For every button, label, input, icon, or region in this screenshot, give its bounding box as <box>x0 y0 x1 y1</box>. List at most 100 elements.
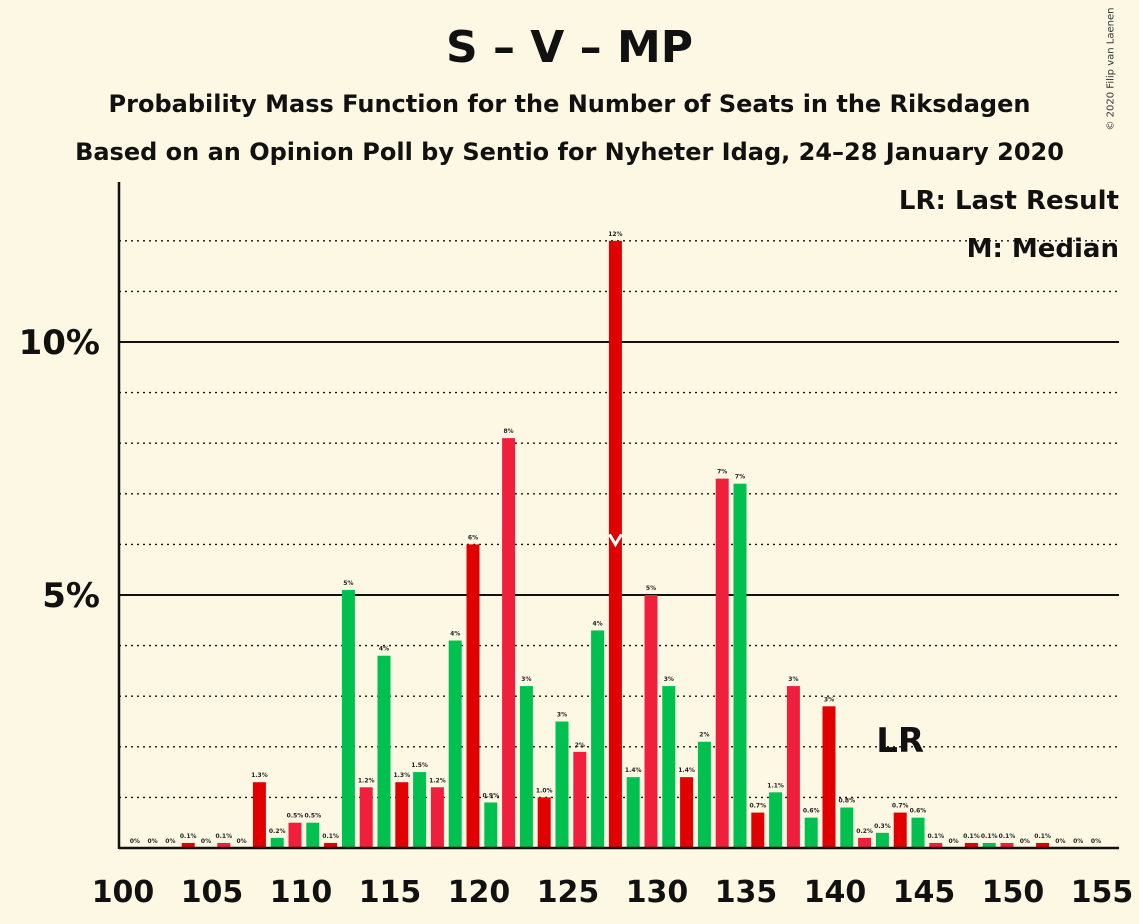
bar-label-seat-118: 1.2% <box>429 777 446 784</box>
bar-seat-145 <box>911 817 925 848</box>
bar-seat-126 <box>573 751 587 848</box>
bar-label-seat-137: 1.1% <box>767 782 784 789</box>
bar-label-seat-121: 0.9% <box>482 792 499 799</box>
bar-label-seat-138: 3% <box>788 676 798 683</box>
bar-seat-114 <box>359 787 373 848</box>
bar-label-seat-149: 0.1% <box>981 833 998 840</box>
bar-label-seat-120: 6% <box>468 534 478 541</box>
chart-subtitle: Probability Mass Function for the Number… <box>108 90 1031 118</box>
bar-label-seat-128: 12% <box>608 231 622 238</box>
bar-label-seat-133: 2% <box>699 732 709 739</box>
x-tick-label: 115 <box>359 875 422 910</box>
bar-seat-123 <box>519 686 533 848</box>
x-tick-label: 140 <box>804 875 867 910</box>
x-tick-label: 155 <box>1071 875 1134 910</box>
bar-seat-133 <box>697 741 711 848</box>
bar-label-seat-140: 3% <box>824 696 834 703</box>
x-tick-label: 105 <box>181 875 244 910</box>
bar-label-seat-102: 0% <box>148 838 158 845</box>
bar-seat-141 <box>840 807 854 848</box>
bar-seat-136 <box>751 812 765 848</box>
legend-last-result: LR: Last Result <box>898 186 1119 216</box>
bar-seat-132 <box>680 777 694 848</box>
bar-seat-121 <box>484 802 498 848</box>
bar-seat-118 <box>430 787 444 848</box>
bar-label-seat-132: 1.4% <box>678 767 695 774</box>
bar-seat-115 <box>377 655 391 848</box>
bar-seat-106 <box>217 842 231 848</box>
x-tick-label: 130 <box>626 875 689 910</box>
x-tick-label: 125 <box>537 875 600 910</box>
bar-label-seat-127: 4% <box>593 620 603 627</box>
bar-label-seat-110: 0.5% <box>287 813 304 820</box>
bar-label-seat-129: 1.4% <box>625 767 642 774</box>
bar-seat-108 <box>252 782 266 848</box>
x-tick-label: 145 <box>893 875 956 910</box>
bar-label-seat-134: 7% <box>717 469 727 476</box>
bar-seat-125 <box>555 721 569 848</box>
bar-label-seat-139: 0.6% <box>803 808 820 815</box>
bar-seat-122 <box>502 438 516 848</box>
bar-label-seat-103: 0% <box>165 838 175 845</box>
bar-label-seat-101: 0% <box>130 838 140 845</box>
bar-label-seat-145: 0.6% <box>910 808 927 815</box>
bar-seat-109 <box>270 837 284 848</box>
y-tick-label: 5% <box>42 576 100 616</box>
legend-median: M: Median <box>966 234 1119 264</box>
bar-label-seat-136: 0.7% <box>749 803 766 810</box>
x-tick-label: 135 <box>715 875 778 910</box>
bar-seat-119 <box>448 640 462 848</box>
bar-label-seat-143: 0.3% <box>874 823 891 830</box>
bar-label-seat-135: 7% <box>735 474 745 481</box>
bar-seat-152 <box>1036 842 1050 848</box>
bar-label-seat-148: 0.1% <box>963 833 980 840</box>
bar-label-seat-119: 4% <box>450 631 460 638</box>
bar-seat-130 <box>644 595 658 848</box>
bar-label-seat-111: 0.5% <box>304 813 321 820</box>
bar-label-seat-125: 3% <box>557 712 567 719</box>
bar-seat-110 <box>288 822 302 848</box>
bar-label-seat-105: 0% <box>201 838 211 845</box>
bar-label-seat-126: 2% <box>575 742 585 749</box>
bar-seat-146 <box>929 842 943 848</box>
median-marker <box>608 533 623 548</box>
bar-label-seat-116: 1.3% <box>393 772 410 779</box>
bar-label-seat-152: 0.1% <box>1034 833 1051 840</box>
bar-label-seat-146: 0.1% <box>927 833 944 840</box>
bar-seat-148 <box>964 842 978 848</box>
bar-seat-129 <box>626 777 640 848</box>
bar-seat-112 <box>324 842 338 848</box>
bar-seat-131 <box>662 686 676 848</box>
last-result-label: LR <box>876 721 924 761</box>
bar-label-seat-106: 0.1% <box>215 833 232 840</box>
bar-label-seat-115: 4% <box>379 646 389 653</box>
bar-label-seat-147: 0% <box>949 838 959 845</box>
bar-seat-117 <box>413 772 427 848</box>
bar-seat-111 <box>306 822 320 848</box>
bar-label-seat-144: 0.7% <box>892 803 909 810</box>
bar-label-seat-155: 0% <box>1091 838 1101 845</box>
chart-source: Based on an Opinion Poll by Sentio for N… <box>75 138 1064 166</box>
bar-seat-138 <box>786 686 800 848</box>
bar-label-seat-131: 3% <box>664 676 674 683</box>
x-tick-label: 150 <box>982 875 1045 910</box>
bar-label-seat-151: 0% <box>1020 838 1030 845</box>
bar-seat-144 <box>893 812 907 848</box>
bar-seat-142 <box>858 837 872 848</box>
x-tick-label: 120 <box>448 875 511 910</box>
bar-label-seat-107: 0% <box>237 838 247 845</box>
bar-label-seat-114: 1.2% <box>358 777 375 784</box>
bar-seat-135 <box>733 483 747 848</box>
bar-seat-149 <box>982 842 996 848</box>
bar-label-seat-108: 1.3% <box>251 772 268 779</box>
bar-label-seat-130: 5% <box>646 585 656 592</box>
bar-seat-137 <box>769 792 783 848</box>
x-tick-label: 110 <box>270 875 333 910</box>
chart-title: S – V – MP <box>445 22 694 73</box>
bar-label-seat-113: 5% <box>343 580 353 587</box>
bar-seat-139 <box>804 817 818 848</box>
bar-label-seat-104: 0.1% <box>180 833 197 840</box>
bar-label-seat-141: 0.8% <box>838 798 855 805</box>
y-tick-label: 10% <box>19 323 100 363</box>
